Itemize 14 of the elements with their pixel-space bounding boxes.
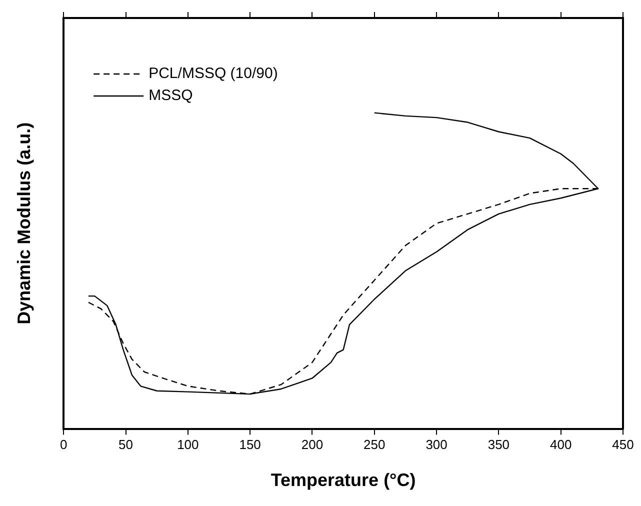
x-tick-label: 350	[488, 437, 510, 452]
x-tick-label: 300	[426, 437, 448, 452]
x-tick-label: 150	[239, 437, 261, 452]
x-tick-label: 250	[364, 437, 386, 452]
x-tick-label: 200	[301, 437, 324, 452]
x-tick-label: 100	[177, 437, 199, 452]
x-tick-label: 0	[60, 437, 68, 452]
x-axis-title: Temperature (°C)	[270, 470, 416, 490]
legend-label: MSSQ	[148, 87, 193, 104]
x-tick-label: 400	[550, 437, 572, 452]
y-axis-title: Dynamic Modulus (a.u.)	[14, 122, 34, 324]
x-tick-label: 50	[118, 437, 133, 452]
legend-label: PCL/MSSQ (10/90)	[148, 65, 278, 82]
x-tick-label: 450	[612, 437, 634, 452]
